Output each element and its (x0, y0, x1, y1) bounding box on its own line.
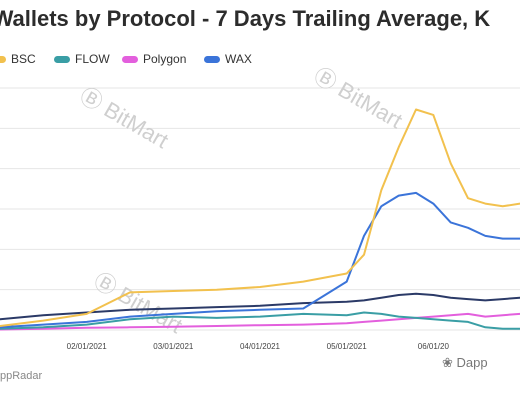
legend-swatch-bsc (0, 55, 6, 63)
legend-swatch-flow (54, 55, 70, 63)
x-tick-label: 06/01/20 (418, 342, 450, 351)
wechat-icon: ❀ (442, 355, 453, 370)
legend-item-bsc[interactable]: BSC (0, 50, 36, 68)
series-line-bsc (0, 108, 520, 327)
legend-swatch-wax (204, 55, 220, 63)
series-line-wax (0, 191, 520, 329)
x-tick-label: 02/01/2021 (67, 342, 108, 351)
legend-label-polygon: Polygon (143, 52, 187, 66)
legend-swatch-polygon (122, 55, 138, 63)
legend-label-bsc: BSC (11, 52, 36, 66)
brand-label: Dapp (456, 355, 488, 370)
brand-watermark: ❀ Dapp (442, 355, 488, 371)
x-tick-label: 03/01/2021 (153, 342, 194, 351)
x-tick-label: 04/01/2021 (240, 342, 281, 351)
series-line-flow (0, 311, 520, 330)
chart-title: ve Wallets by Protocol - 7 Days Trailing… (0, 6, 491, 31)
bitmart-watermark: Ⓑ BitMart (310, 63, 407, 134)
legend-item-flow[interactable]: FLOW (54, 50, 110, 68)
series-line-other (0, 292, 520, 321)
legend-item-wax[interactable]: WAX (204, 50, 252, 68)
legend-label-flow: FLOW (75, 52, 110, 66)
legend-item-polygon[interactable]: Polygon (122, 50, 186, 68)
series-line-polygon (0, 312, 520, 331)
legend-label-wax: WAX (225, 52, 252, 66)
bitmart-watermark: Ⓑ BitMart (76, 83, 173, 154)
source-label: ppRadar (0, 370, 43, 382)
x-tick-label: 05/01/2021 (327, 342, 368, 351)
